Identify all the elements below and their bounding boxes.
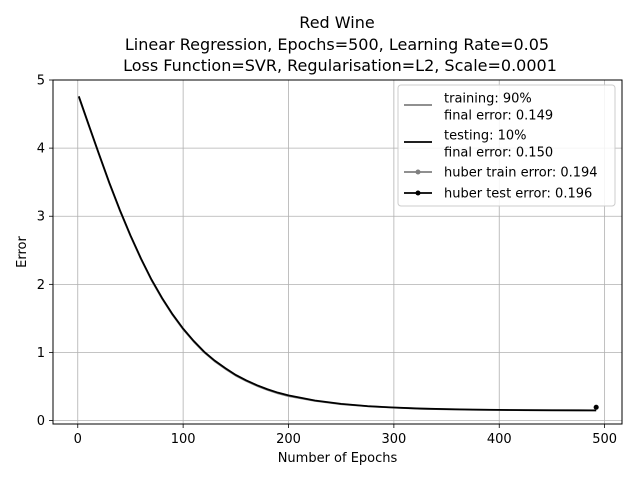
legend: training: 90% final error: 0.149 testing: … — [397, 84, 616, 207]
x-tick-label: 200 — [276, 432, 301, 447]
y-axis-ticks: 0 1 2 3 4 5 — [37, 74, 53, 429]
legend-entry-3: huber test error: 0.196 — [404, 187, 592, 202]
x-tick-label: 0 — [74, 432, 82, 447]
legend-label: huber train error: 0.194 — [444, 166, 598, 181]
y-tick-label: 4 — [37, 142, 45, 157]
x-axis-label: Number of Epochs — [278, 451, 398, 466]
y-tick-label: 5 — [37, 74, 45, 89]
x-tick-label: 400 — [487, 432, 512, 447]
chart-title-line-3: Loss Function=SVR, Regularisation=L2, Sc… — [123, 56, 557, 75]
y-tick-label: 3 — [37, 210, 45, 225]
series-line-1 — [77, 96, 597, 412]
legend-box — [397, 84, 616, 207]
chart-title: Red Wine Linear Regression, Epochs=500, … — [123, 13, 557, 75]
x-tick-label: 100 — [171, 432, 196, 447]
plot-frame — [52, 79, 623, 425]
legend-entry-2: huber train error: 0.194 — [404, 166, 598, 181]
legend-label: training: 90% final error: 0.149 — [444, 92, 553, 124]
y-tick-label: 1 — [37, 346, 45, 361]
legend-entry-1: testing: 10% final error: 0.150 — [404, 129, 553, 161]
legend-marker — [415, 190, 421, 196]
y-tick-label: 0 — [37, 414, 45, 429]
legend-label: testing: 10% final error: 0.150 — [444, 129, 553, 161]
legend-marker — [415, 169, 421, 175]
chart-title-line-1: Red Wine — [299, 13, 374, 32]
x-tick-label: 500 — [592, 432, 617, 447]
series-point-3 — [593, 404, 599, 410]
grid-lines — [53, 79, 622, 424]
legend-label: huber test error: 0.196 — [444, 187, 592, 202]
y-tick-label: 2 — [37, 278, 45, 293]
x-tick-label: 300 — [381, 432, 406, 447]
plot-series — [77, 96, 599, 412]
y-axis-label: Error — [15, 236, 30, 268]
x-axis-ticks: 0 100 200 300 400 500 — [74, 424, 617, 447]
legend-entry-0: training: 90% final error: 0.149 — [404, 92, 553, 124]
chart-title-line-2: Linear Regression, Epochs=500, Learning … — [125, 35, 549, 54]
